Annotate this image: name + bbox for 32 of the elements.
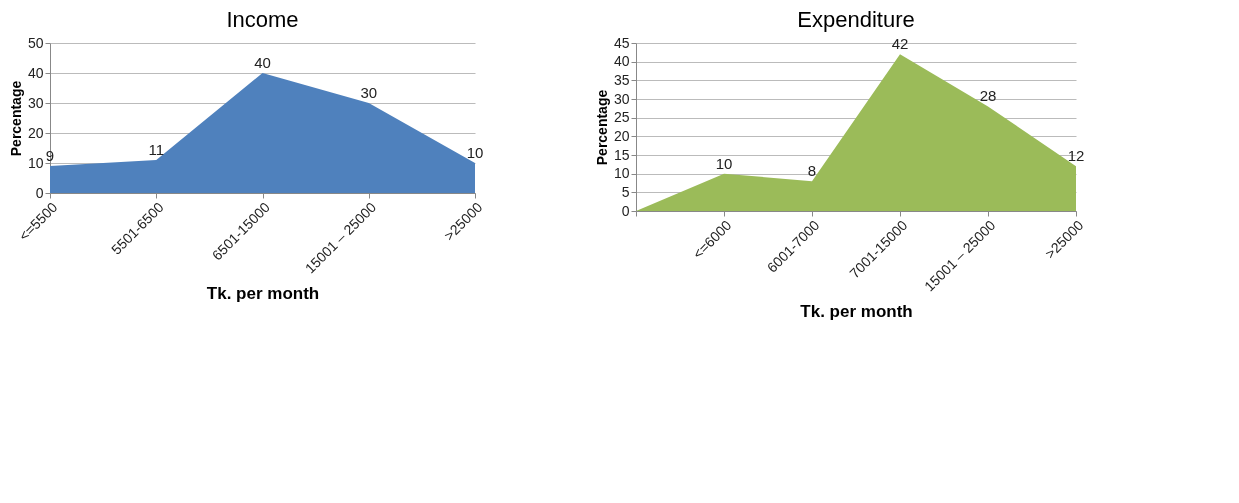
- chart-title: Expenditure: [797, 7, 915, 32]
- data-label: 10: [466, 144, 484, 161]
- y-tick-label: 10: [613, 165, 630, 182]
- x-axis-title: Tk. per month: [206, 284, 320, 304]
- y-tick-label: 10: [27, 154, 44, 171]
- data-label: 8: [807, 162, 817, 180]
- y-tick-label: 0: [621, 202, 630, 219]
- y-axis-title: Percentage: [7, 80, 24, 157]
- data-label: 9: [45, 147, 55, 164]
- data-label: 28: [979, 87, 997, 105]
- y-tick-label: 30: [613, 90, 630, 107]
- y-tick-label: 25: [613, 109, 630, 126]
- y-tick-label: 20: [27, 124, 44, 141]
- y-tick-label: 40: [613, 53, 630, 70]
- y-tick-label: 15: [613, 146, 630, 163]
- x-axis-title: Tk. per month: [800, 302, 913, 322]
- y-tick-label: 20: [613, 127, 630, 144]
- y-tick-label: 5: [621, 183, 630, 200]
- y-axis-title: Percentage: [593, 89, 610, 166]
- data-label: 30: [360, 84, 378, 101]
- data-label: 11: [148, 141, 165, 158]
- y-tick-label: 35: [613, 71, 630, 88]
- chart-title: Income: [226, 7, 299, 32]
- y-tick-label: 50: [27, 34, 44, 51]
- data-label: 40: [254, 54, 271, 71]
- y-tick-label: 0: [35, 184, 44, 201]
- y-tick-label: 40: [27, 64, 44, 81]
- y-tick-label: 45: [613, 34, 630, 51]
- y-tick-label: 30: [27, 94, 44, 111]
- data-label: 42: [891, 35, 909, 53]
- data-label: 12: [1067, 147, 1085, 165]
- data-label: 10: [715, 154, 733, 172]
